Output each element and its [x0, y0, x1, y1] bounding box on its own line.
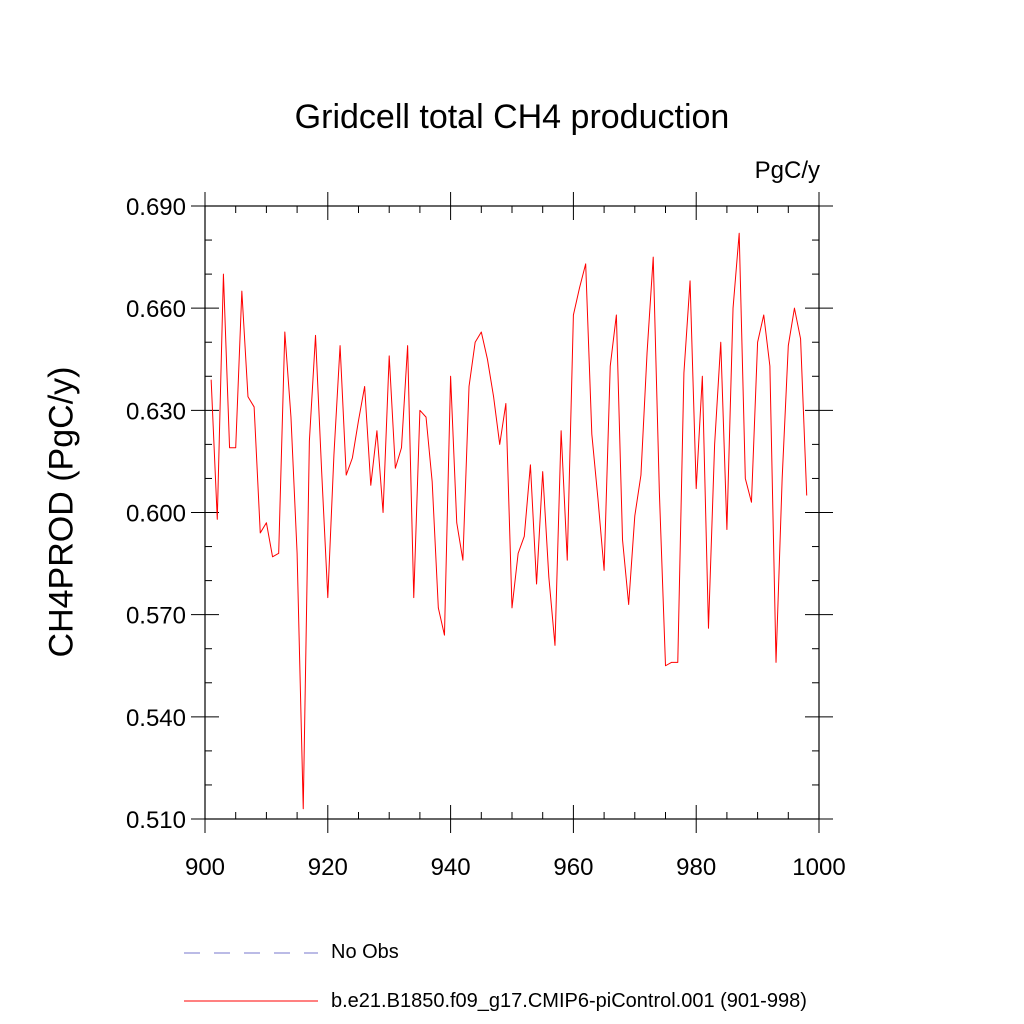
legend: [184, 952, 318, 1002]
units-label: PgC/y: [754, 157, 820, 184]
x-tick-label: 980: [676, 854, 716, 881]
y-tick-label: 0.600: [126, 501, 186, 528]
x-tick-label: 900: [185, 854, 225, 881]
y-tick-label: 0.540: [126, 705, 186, 732]
x-tick-label: 920: [308, 854, 348, 881]
chart-title: Gridcell total CH4 production: [294, 98, 730, 136]
y-tick-label: 0.570: [126, 603, 186, 630]
x-tick-label: 940: [431, 854, 471, 881]
x-tick-label: 1000: [792, 854, 845, 881]
y-tick-label: 0.510: [126, 807, 186, 834]
legend-label-model-run: b.e21.B1850.f09_g17.CMIP6-piControl.001 …: [331, 990, 807, 1012]
legend-label-no-obs: No Obs: [331, 941, 399, 963]
series-line-1: [210, 232, 808, 810]
x-tick-label: 960: [553, 854, 593, 881]
axes: 900 920 940 960 980 1000 0.510 0.540 0.570 0.600 0…: [126, 192, 846, 881]
y-tick-label: 0.630: [126, 398, 186, 425]
series-layer: [210, 232, 808, 810]
y-tick-label: 0.690: [126, 194, 186, 221]
y-tick-label: 0.660: [126, 296, 186, 323]
